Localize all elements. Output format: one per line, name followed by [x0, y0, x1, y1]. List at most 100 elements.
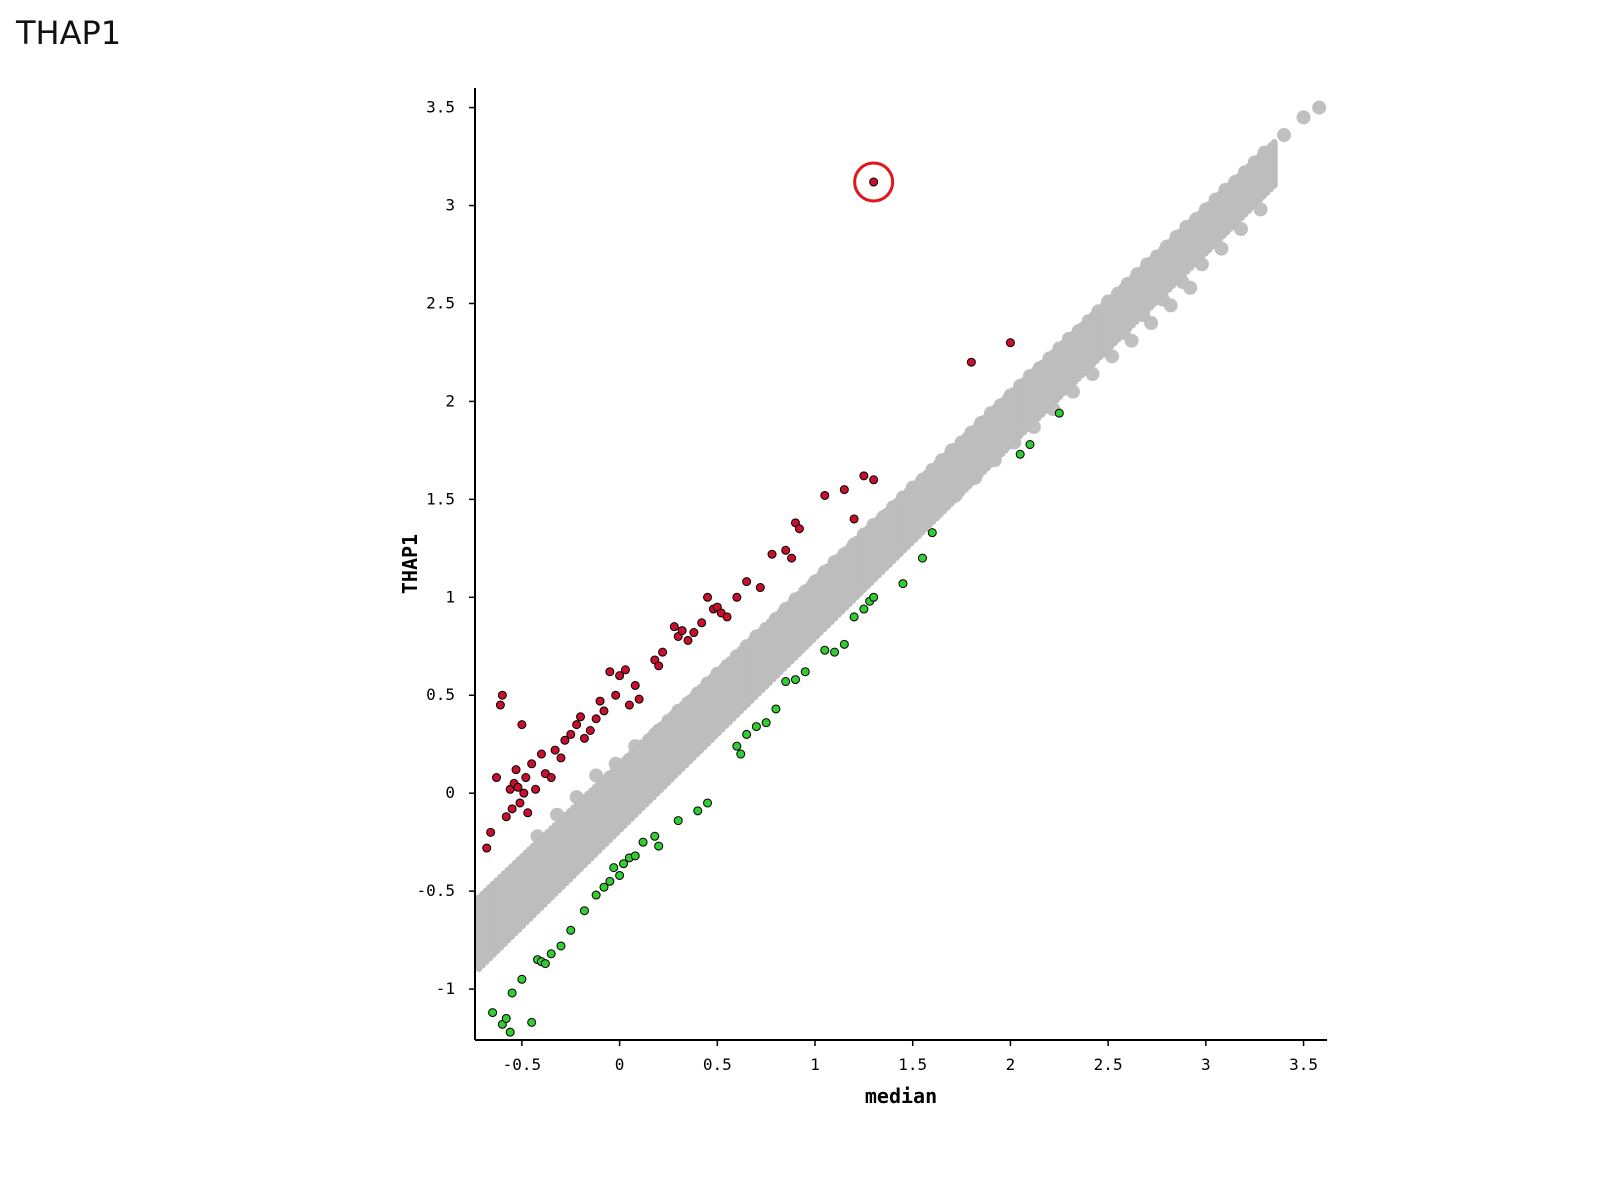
x-tick-label: 2.5: [1094, 1055, 1123, 1074]
data-point-down: [556, 941, 566, 951]
data-point-down: [507, 988, 517, 998]
data-point-up: [703, 592, 713, 602]
data-point-up: [546, 773, 556, 783]
y-axis-title: THAP1: [398, 534, 422, 594]
data-point-up: [576, 712, 586, 722]
data-point-down: [732, 741, 742, 751]
y-tick-label: 0.5: [426, 685, 455, 704]
data-point-down: [849, 612, 859, 622]
data-point-up: [689, 628, 699, 638]
data-point-down: [927, 528, 937, 538]
data-point-up: [620, 665, 630, 675]
x-tick-label: 2: [1006, 1055, 1016, 1074]
data-point-down: [638, 837, 648, 847]
data-point-up: [615, 671, 625, 681]
data-point-up: [611, 690, 621, 700]
data-point-down: [703, 798, 713, 808]
up-points-layer: [482, 338, 1015, 853]
page-title: THAP1: [16, 14, 122, 52]
data-point-down: [800, 667, 810, 677]
data-point-up: [523, 808, 533, 818]
data-point-down: [830, 647, 840, 657]
data-point-down: [599, 882, 609, 892]
x-tick-label: -0.5: [503, 1055, 542, 1074]
x-tick-label: 0: [615, 1055, 625, 1074]
down-points-layer: [488, 408, 1064, 1037]
data-point-up: [755, 583, 765, 593]
data-point-down: [527, 1017, 537, 1027]
data-point-down: [654, 841, 664, 851]
data-point-down: [859, 604, 869, 614]
data-point-down: [1025, 440, 1035, 450]
data-point-down: [501, 1013, 511, 1023]
y-tick-label: -1: [436, 979, 455, 998]
data-point-down: [917, 553, 927, 563]
data-point-down: [898, 579, 908, 589]
data-point-up: [634, 694, 644, 704]
axes: -0.5 0 0.5 1 1.5 2 2.5 3 3.5 -1 -0.5 0 0.5 1 1.5 2 2.5 3…: [398, 88, 1327, 1108]
data-point-down: [742, 729, 752, 739]
data-point-up: [585, 726, 595, 736]
data-point-down: [546, 949, 556, 959]
data-point-up: [515, 798, 525, 808]
data-point-up: [820, 490, 830, 500]
data-point-up: [599, 706, 609, 716]
data-point-up: [519, 788, 529, 798]
data-point-up: [767, 549, 777, 559]
data-point-down: [517, 974, 527, 984]
data-point-up: [787, 553, 797, 563]
x-tick-label: 1: [810, 1055, 820, 1074]
data-point-down: [1054, 408, 1064, 418]
data-point-down: [609, 863, 619, 873]
background-points-layer: [475, 100, 1327, 973]
highlight-ring: [853, 161, 895, 203]
data-point-down: [1015, 449, 1025, 459]
data-point-up: [536, 749, 546, 759]
highlight-layer: [853, 161, 895, 203]
data-point-up: [658, 647, 668, 657]
data-point-up: [677, 626, 687, 636]
data-point-bg: [1144, 316, 1159, 331]
data-point-down: [771, 704, 781, 714]
data-point-down: [761, 718, 771, 728]
y-tick-label: 0: [445, 783, 455, 802]
y-ticks: -1 -0.5 0 0.5 1 1.5 2 2.5 3 3.5: [416, 98, 475, 998]
highlighted-point: [869, 177, 879, 187]
data-point-up: [742, 577, 752, 587]
data-point-up: [513, 782, 523, 792]
x-tick-label: 3: [1201, 1055, 1211, 1074]
x-ticks: -0.5 0 0.5 1 1.5 2 2.5 3 3.5: [503, 1040, 1318, 1074]
data-point-up: [1005, 338, 1015, 348]
data-point-up: [794, 524, 804, 534]
y-tick-label: -0.5: [416, 881, 455, 900]
data-point-up: [579, 733, 589, 743]
data-point-up: [859, 471, 869, 481]
data-point-up: [550, 745, 560, 755]
data-point-bg: [1312, 100, 1327, 115]
data-point-down: [790, 675, 800, 685]
data-point-up: [722, 612, 732, 622]
data-point-down: [693, 806, 703, 816]
data-point-down: [781, 677, 791, 687]
data-point-up: [605, 667, 615, 677]
data-point-up: [572, 720, 582, 730]
data-point-up: [495, 700, 505, 710]
y-tick-label: 2: [445, 391, 455, 410]
data-point-up: [531, 784, 541, 794]
y-tick-label: 2.5: [426, 293, 455, 312]
data-point-up: [521, 773, 531, 783]
data-point-down: [820, 645, 830, 655]
data-point-down: [488, 1008, 498, 1018]
data-point-up: [624, 700, 634, 710]
data-point-up: [591, 714, 601, 724]
data-point-bg: [1124, 333, 1139, 348]
data-point-up: [486, 827, 496, 837]
data-point-bg: [1183, 280, 1198, 295]
data-point-up: [869, 475, 879, 485]
data-point-up: [556, 753, 566, 763]
data-point-down: [673, 816, 683, 826]
data-point-up: [839, 485, 849, 495]
x-tick-label: 0.5: [703, 1055, 732, 1074]
data-point-up: [482, 843, 492, 853]
